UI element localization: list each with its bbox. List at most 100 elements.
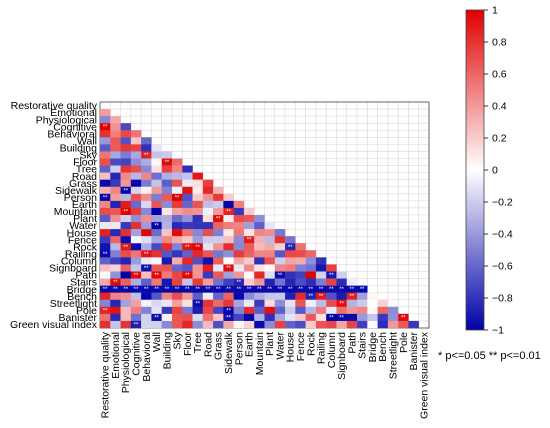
heatmap-cell <box>213 236 224 244</box>
column-label: Person <box>233 332 245 365</box>
significance-mark: ** <box>226 266 231 272</box>
heatmap-cell <box>305 313 317 322</box>
heatmap-cell <box>130 186 142 195</box>
heatmap-cell <box>233 264 245 272</box>
heatmap-cell <box>130 306 142 315</box>
heatmap-cell <box>161 200 173 209</box>
heatmap-cell <box>213 207 224 216</box>
heatmap-cell <box>130 151 142 159</box>
heatmap-cell <box>110 130 121 138</box>
heatmap-cell <box>100 278 111 286</box>
heatmap-cell <box>367 292 378 300</box>
heatmap-cell <box>233 320 245 329</box>
heatmap-cell <box>305 285 317 293</box>
column-label: Water <box>274 332 286 360</box>
heatmap-cell <box>326 271 337 279</box>
heatmap-cell <box>264 285 275 293</box>
heatmap-cell <box>285 306 296 315</box>
heatmap-cell <box>171 313 183 322</box>
row-label: Railing <box>65 248 97 260</box>
heatmap-cell <box>120 264 132 272</box>
heatmap-cell <box>264 257 275 265</box>
heatmap-cell <box>254 264 265 272</box>
heatmap-cell <box>151 193 162 202</box>
heatmap-cell <box>202 292 214 300</box>
heatmap-cell <box>161 313 173 322</box>
heatmap-cell <box>100 130 111 138</box>
heatmap-cell <box>233 243 245 251</box>
heatmap-cell <box>305 306 317 315</box>
heatmap-cell <box>141 243 152 251</box>
heatmap-cell <box>202 186 214 195</box>
heatmap-cell <box>233 207 245 216</box>
heatmap-cell <box>182 193 193 202</box>
heatmap-cell <box>213 215 224 223</box>
significance-mark: ** <box>164 160 169 166</box>
heatmap-cell <box>110 158 121 166</box>
heatmap-cell <box>295 292 306 300</box>
heatmap-cell <box>367 313 378 322</box>
heatmap-cell <box>182 250 193 258</box>
heatmap-cell <box>141 186 152 195</box>
heatmap-cell <box>141 313 152 322</box>
significance-mark: ** <box>206 287 211 293</box>
column-label: Stairs <box>357 332 369 359</box>
column-label: Grass <box>213 332 225 360</box>
heatmap-cell <box>110 299 121 308</box>
heatmap-cell <box>100 123 111 131</box>
heatmap-cell <box>192 186 204 195</box>
heatmap-cell <box>295 306 306 315</box>
column-label: Wall <box>151 332 163 352</box>
significance-mark: ** <box>144 266 149 272</box>
heatmap-cell <box>100 306 111 315</box>
row-label: Rock <box>73 241 98 253</box>
heatmap-cell <box>377 299 389 308</box>
heatmap-cell <box>171 285 183 293</box>
heatmap-cell <box>151 271 162 279</box>
significance-mark: ** <box>185 245 190 251</box>
heatmap-cell <box>171 271 183 279</box>
heatmap-cell <box>254 299 265 308</box>
heatmap-cell <box>264 278 275 286</box>
heatmap-cell <box>192 313 204 322</box>
heatmap-cell <box>161 207 173 216</box>
row-label: Path <box>75 270 97 282</box>
row-label: Cognitive <box>53 121 97 133</box>
colorbar-scale <box>465 9 485 331</box>
heatmap-cell <box>274 299 286 308</box>
heatmap-cell <box>264 271 275 279</box>
column-label: Rock <box>305 331 317 356</box>
heatmap-cell <box>233 306 245 315</box>
heatmap-cell <box>161 292 173 300</box>
heatmap-cell <box>171 165 183 173</box>
significance-mark: ** <box>134 287 139 293</box>
heatmap-cell <box>171 320 183 329</box>
heatmap-cell <box>110 123 121 131</box>
significance-mark: ** <box>154 224 159 230</box>
heatmap-cell <box>377 313 389 322</box>
heatmap-cell <box>285 271 296 279</box>
significance-mark: ** <box>134 322 139 328</box>
heatmap-cell <box>110 320 121 329</box>
colorbar-tick-label: −0.6 <box>492 261 513 273</box>
heatmap-cell <box>100 229 111 237</box>
heatmap-cell <box>264 306 275 315</box>
heatmap-cell <box>151 306 162 315</box>
heatmap-cell <box>151 313 162 322</box>
heatmap-cell <box>110 285 121 293</box>
row-label: Bench <box>67 291 97 303</box>
heatmap-cell <box>100 137 111 145</box>
heatmap-cell <box>110 243 121 251</box>
heatmap-cell <box>223 264 234 272</box>
heatmap-cell <box>336 271 347 279</box>
heatmap-cell <box>254 313 265 322</box>
heatmap-cell <box>161 222 173 230</box>
heatmap-cell <box>120 285 132 293</box>
heatmap-cell <box>100 200 111 209</box>
heatmap-cell <box>151 285 162 293</box>
heatmap-cell <box>243 243 255 251</box>
row-label: Fence <box>68 234 97 246</box>
heatmap-cell <box>315 271 327 279</box>
heatmap-cell <box>285 250 296 258</box>
heatmap-cell <box>264 299 275 308</box>
